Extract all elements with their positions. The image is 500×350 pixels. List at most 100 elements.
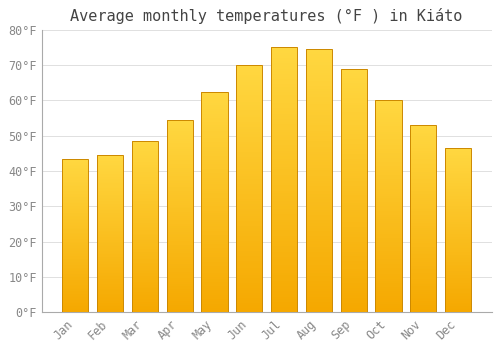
Bar <box>132 141 158 313</box>
Bar <box>166 305 192 307</box>
Bar <box>236 164 262 167</box>
Bar <box>202 259 228 262</box>
Bar <box>97 284 123 286</box>
Bar <box>236 231 262 233</box>
Bar <box>410 281 436 282</box>
Bar <box>376 109 402 111</box>
Bar <box>376 121 402 124</box>
Bar <box>340 161 367 164</box>
Bar <box>306 141 332 144</box>
Bar <box>445 288 471 289</box>
Bar <box>202 213 228 215</box>
Bar <box>340 242 367 244</box>
Bar <box>340 110 367 112</box>
Bar <box>166 168 192 170</box>
Bar <box>97 218 123 220</box>
Bar <box>340 159 367 161</box>
Bar <box>410 151 436 153</box>
Bar <box>62 165 88 166</box>
Bar <box>445 207 471 209</box>
Bar <box>97 198 123 199</box>
Bar <box>166 135 192 137</box>
Bar <box>166 276 192 278</box>
Bar <box>410 299 436 301</box>
Bar <box>340 149 367 152</box>
Bar <box>445 227 471 229</box>
Bar <box>166 149 192 150</box>
Bar <box>410 213 436 215</box>
Bar <box>445 173 471 174</box>
Bar <box>376 149 402 151</box>
Bar <box>306 289 332 292</box>
Bar <box>376 100 402 103</box>
Bar <box>445 219 471 220</box>
Bar <box>62 211 88 212</box>
Bar <box>62 259 88 260</box>
Bar <box>410 234 436 236</box>
Bar <box>410 200 436 202</box>
Bar <box>236 127 262 130</box>
Bar <box>410 285 436 286</box>
Bar <box>132 143 158 145</box>
Bar <box>132 295 158 297</box>
Bar <box>410 230 436 232</box>
Bar <box>166 251 192 253</box>
Bar <box>132 284 158 285</box>
Bar <box>202 193 228 195</box>
Bar <box>202 162 228 164</box>
Bar <box>445 257 471 258</box>
Bar <box>202 211 228 213</box>
Bar <box>97 199 123 201</box>
Bar <box>202 158 228 160</box>
Bar <box>410 134 436 136</box>
Bar <box>271 188 297 190</box>
Bar <box>132 204 158 206</box>
Bar <box>62 188 88 189</box>
Bar <box>62 280 88 282</box>
Bar <box>132 297 158 299</box>
Bar <box>236 290 262 293</box>
Bar <box>62 160 88 162</box>
Bar <box>306 278 332 281</box>
Bar <box>410 204 436 206</box>
Bar <box>410 136 436 138</box>
Bar <box>236 95 262 97</box>
Bar <box>271 100 297 103</box>
Bar <box>445 229 471 230</box>
Bar <box>166 222 192 224</box>
Bar <box>410 161 436 163</box>
Bar <box>202 122 228 125</box>
Bar <box>202 138 228 140</box>
Bar <box>410 247 436 249</box>
Bar <box>236 293 262 295</box>
Bar <box>376 151 402 153</box>
Bar <box>97 276 123 278</box>
Bar <box>132 225 158 227</box>
Bar <box>62 273 88 274</box>
Bar <box>306 215 332 218</box>
Bar <box>340 183 367 186</box>
Bar <box>376 200 402 202</box>
Bar <box>306 73 332 76</box>
Bar <box>271 262 297 265</box>
Bar <box>410 149 436 151</box>
Bar <box>410 176 436 177</box>
Bar <box>410 266 436 267</box>
Bar <box>236 216 262 218</box>
Bar <box>340 276 367 278</box>
Bar <box>62 159 88 160</box>
Bar <box>445 178 471 179</box>
Bar <box>410 253 436 254</box>
Bar <box>236 156 262 159</box>
Bar <box>340 71 367 74</box>
Bar <box>97 237 123 239</box>
Bar <box>132 191 158 192</box>
Bar <box>97 278 123 279</box>
Bar <box>132 299 158 301</box>
Bar <box>132 239 158 240</box>
Bar <box>166 268 192 270</box>
Bar <box>376 213 402 215</box>
Bar <box>445 280 471 281</box>
Bar <box>306 304 332 307</box>
Bar <box>132 177 158 179</box>
